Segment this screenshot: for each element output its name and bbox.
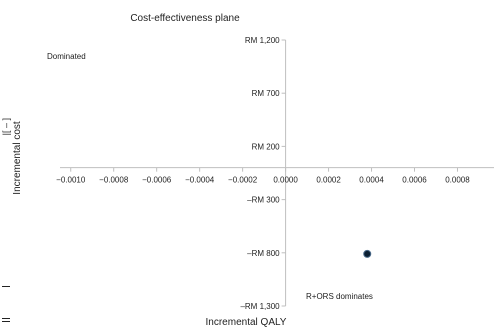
y-axis-label: Incremental cost [12,121,23,195]
left-edge-mark [2,318,10,319]
left-edge-mark [2,321,10,322]
y-tick-label: –RM 1,300 [240,302,280,311]
y-tick-label: –RM 800 [247,249,280,258]
left-edge-glyphs: |[ – ] [1,118,11,136]
chart-title: Cost-effectiveness plane [130,13,240,24]
x-tick-label: −0.0004 [185,176,215,185]
x-tick-label: 0.0002 [316,176,341,185]
x-tick-label: 0.0006 [402,176,427,185]
x-ticks-group: −0.0010 −0.0008 −0.0006 −0.0004 −0.0002 0.000… [56,167,470,185]
y-tick-label: –RM 300 [247,196,280,205]
x-tick-label: 0.0000 [273,176,298,185]
x-axis-label: Incremental QALY [206,317,287,328]
y-ticks-group: RM 1,200 RM 700 RM 200 –RM 300 –RM 800 –RM 1,… [240,36,286,311]
y-tick-label: RM 700 [252,89,281,98]
x-tick-label: −0.0006 [142,176,172,185]
annotation-ors-dominates: R+ORS dominates [306,292,373,301]
x-tick-label: 0.0004 [359,176,384,185]
y-tick-label: RM 1,200 [245,36,280,45]
annotation-dominated: Dominated [47,52,86,61]
x-tick-label: −0.0002 [228,176,258,185]
x-tick-label: −0.0008 [99,176,129,185]
data-point [363,249,372,258]
left-edge-mark [2,286,10,287]
x-tick-label: −0.0010 [56,176,86,185]
x-tick-label: 0.0008 [445,176,470,185]
points-group [363,249,372,258]
y-tick-label: RM 200 [252,142,281,151]
